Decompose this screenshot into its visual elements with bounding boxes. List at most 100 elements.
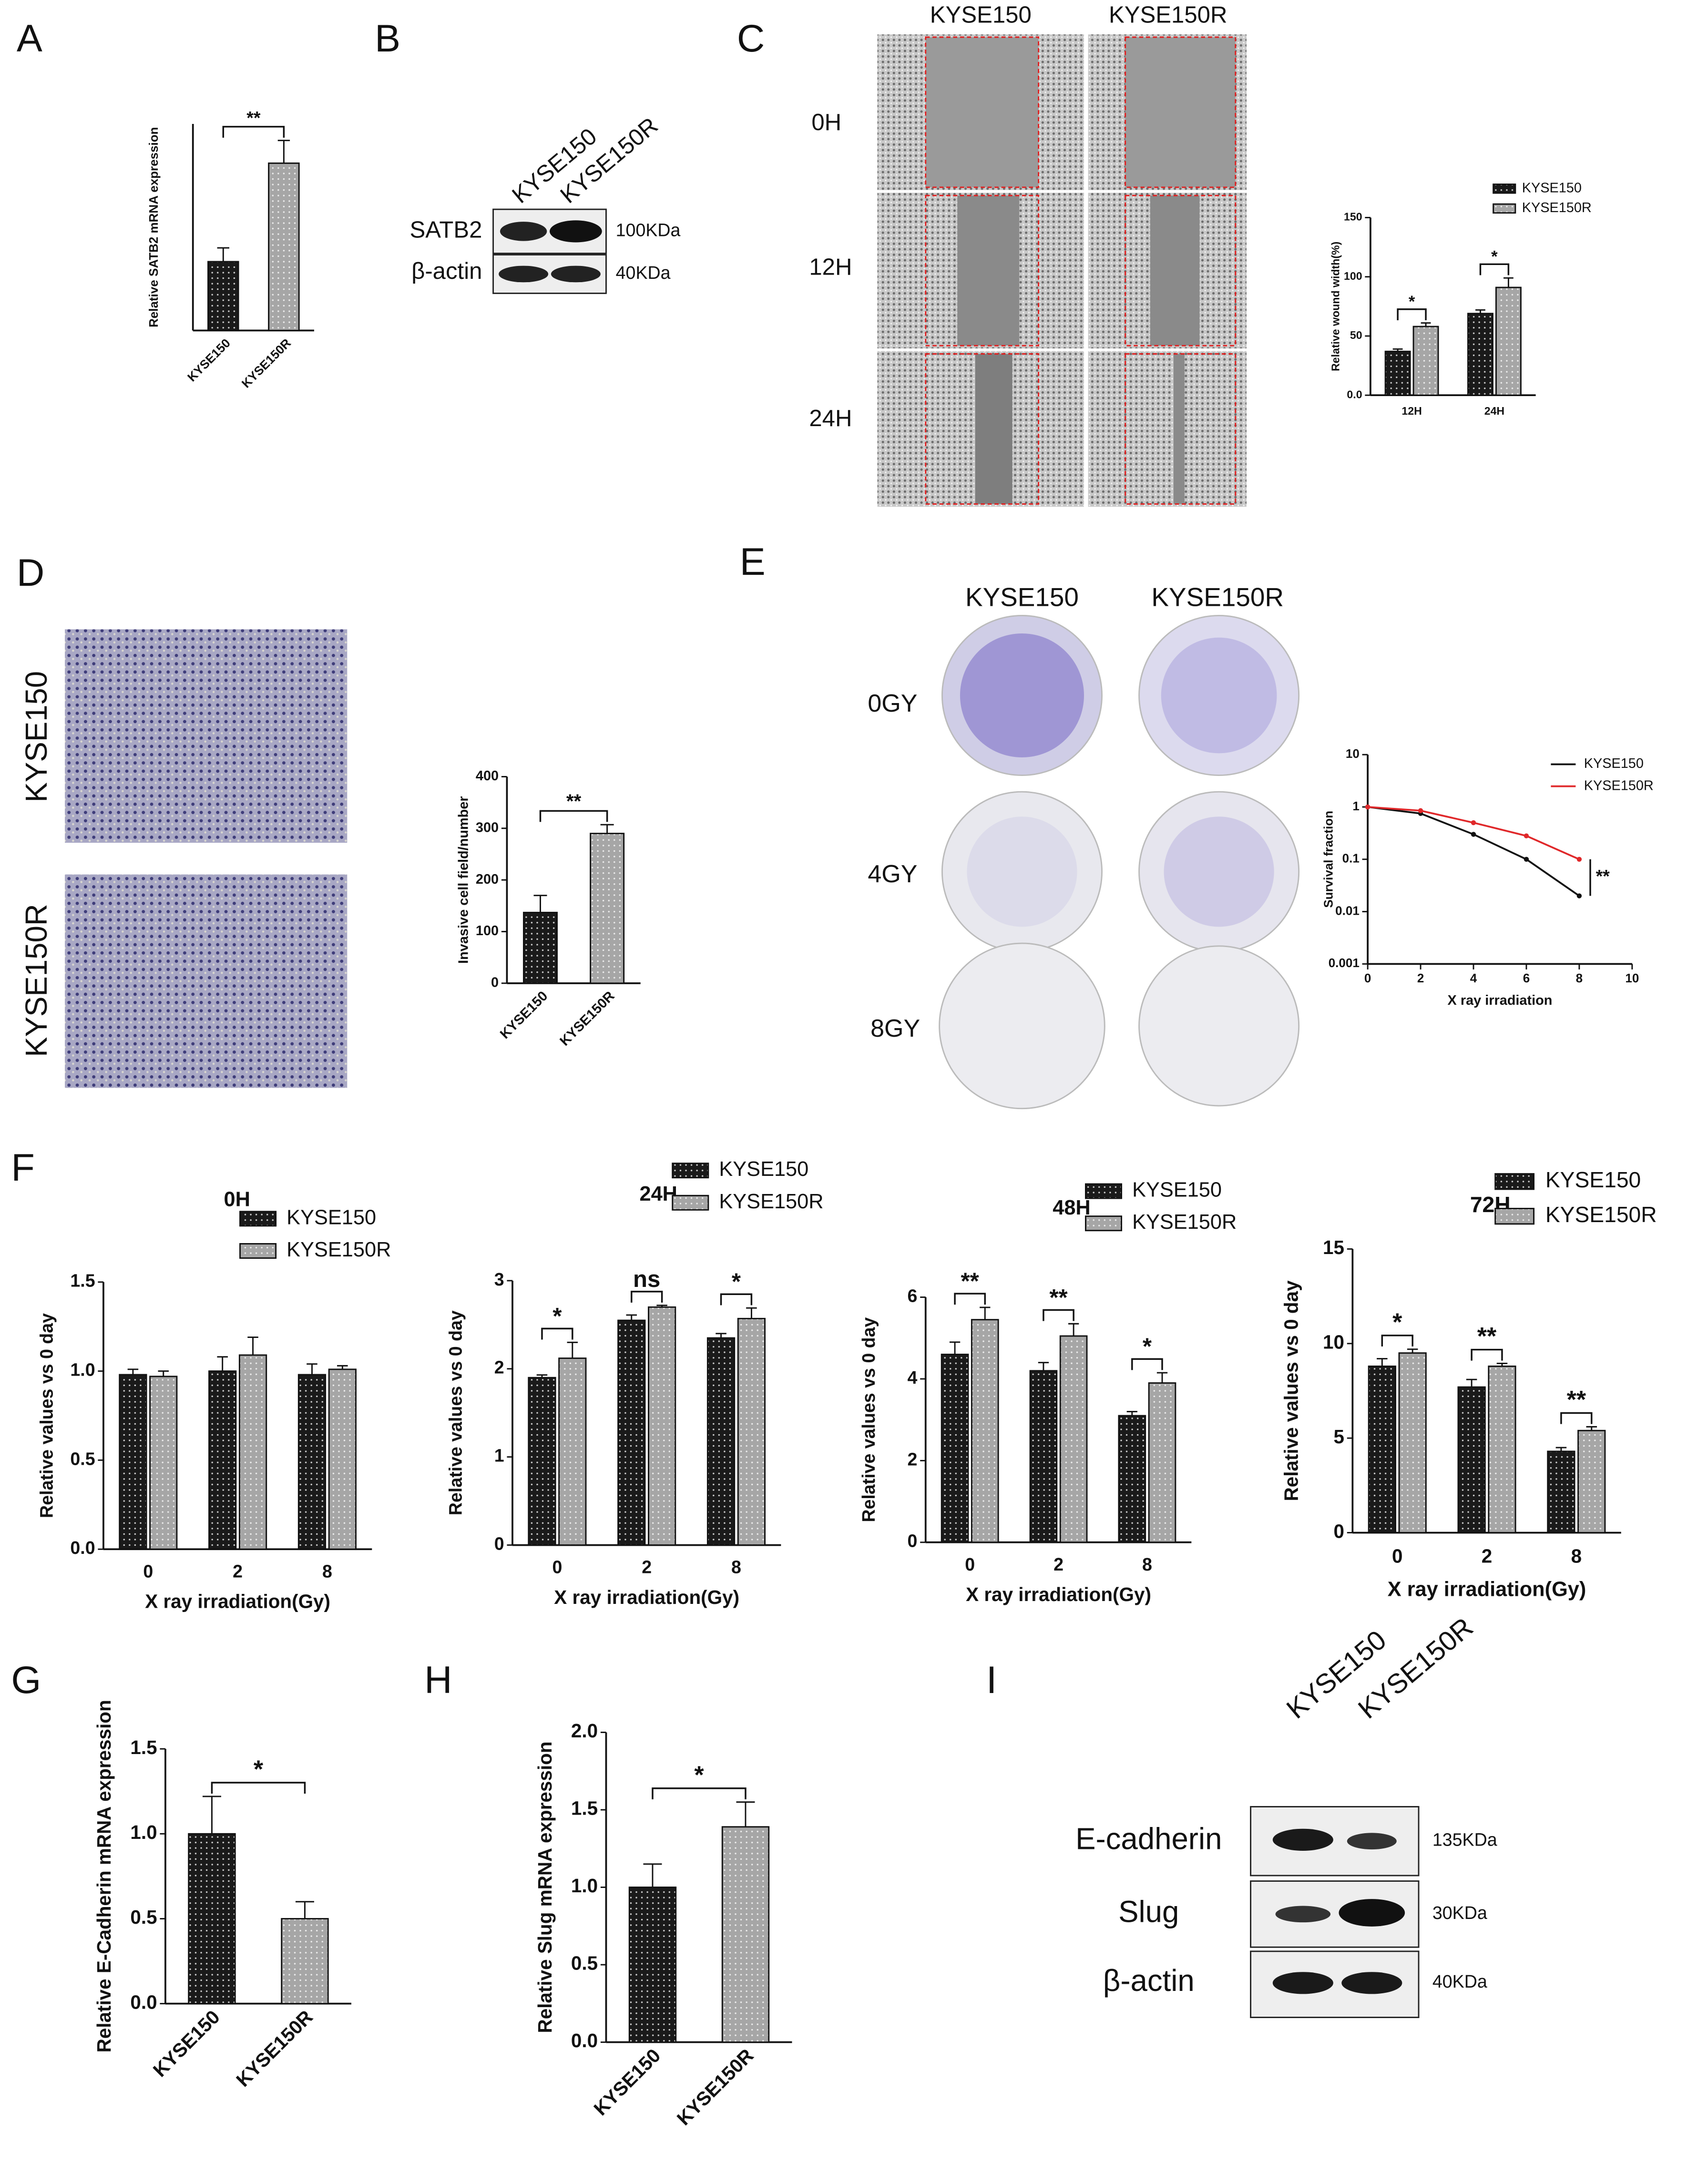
x-tick-label: 0 (965, 1554, 975, 1574)
bar (207, 261, 239, 331)
significance-bracket (1479, 263, 1510, 275)
transwell-image (65, 629, 348, 843)
bar (1467, 313, 1493, 396)
bar (1577, 1429, 1606, 1534)
y-tick-label: 1 (494, 1446, 504, 1466)
significance-label: ** (566, 790, 582, 812)
significance-label: ** (246, 108, 261, 128)
legend-label: KYSE150R (1584, 778, 1654, 793)
chart: Relative SATB2 mRNA expression KYSE150 KYS… (146, 108, 314, 391)
y-axis-label: Relative wound width(%) (1329, 242, 1341, 371)
error-bar (716, 1333, 726, 1338)
x-tick-label: 8 (1571, 1545, 1582, 1567)
chart: 0.0 0.5 1.0 1.5 Relative E-Cadherin mRNA exp… (93, 1700, 351, 2091)
y-tick-label: 4 (908, 1367, 918, 1388)
chart: 0.0 0.5 1.0 1.5 Relative values vs 0 day 0H 0 2… (36, 1188, 391, 1612)
error-bar (1466, 1378, 1477, 1388)
bar (149, 1376, 178, 1550)
legend-swatch (1493, 184, 1516, 194)
panel-letter: B (375, 17, 400, 60)
legend-label: KYSE150 (1545, 1167, 1641, 1192)
blot-band (1275, 1906, 1331, 1923)
x-tick-label: 8 (1576, 971, 1583, 985)
error-bar (295, 1901, 314, 1919)
error-bar (277, 140, 290, 163)
y-tick-label: 0 (491, 975, 499, 990)
error-bar (1555, 1447, 1567, 1451)
bar (119, 1374, 147, 1550)
y-tick-label: 0.001 (1329, 956, 1360, 970)
blot-band (499, 265, 549, 283)
error-bar (567, 1341, 578, 1358)
blot-band (550, 220, 602, 243)
blot-size: 40KDa (1432, 1971, 1487, 1991)
panel-letter: E (740, 541, 766, 583)
error-bar (1496, 1363, 1508, 1367)
significance-bracket (222, 126, 285, 138)
bar (721, 1826, 770, 2043)
bar (238, 1354, 267, 1550)
x-tick-label: 2 (1482, 1545, 1492, 1567)
y-axis-label: Survival fraction (1321, 811, 1335, 908)
y-tick-label: 1.5 (70, 1271, 95, 1291)
y-tick-label: 1.5 (571, 1797, 598, 1819)
significance-label: * (1491, 248, 1498, 266)
y-tick-label: 15 (1323, 1236, 1344, 1258)
y-tick-label: 2 (908, 1449, 918, 1469)
chart: 0.0 0.5 1.0 1.5 2.0 Relative Slug mRNA expres… (534, 1720, 792, 2130)
significance-bracket (1560, 1412, 1593, 1424)
image-row: KYSE150 (20, 671, 53, 803)
significance-bracket (1381, 1335, 1413, 1347)
significance-bracket (954, 1293, 986, 1305)
image-column: KYSE150 (965, 582, 1079, 612)
y-tick-label: 0 (1334, 1520, 1345, 1542)
x-tick-label: 2 (642, 1557, 652, 1577)
panel-letter: I (986, 1659, 997, 1702)
y-tick-label: 10 (1346, 746, 1360, 761)
y-tick-label: 1.5 (130, 1736, 157, 1758)
bar (297, 1374, 327, 1550)
significance-label: ** (1049, 1285, 1068, 1311)
bar (523, 911, 558, 984)
y-tick-label: 0 (908, 1531, 918, 1551)
error-bar (307, 1363, 317, 1375)
error-bar (1068, 1323, 1079, 1336)
error-bar (600, 824, 614, 834)
error-bar (656, 1305, 667, 1307)
panel-letter: A (17, 17, 42, 60)
bar (1029, 1370, 1058, 1543)
y-tick-label: 10 (1323, 1331, 1344, 1353)
legend-label: KYSE150 (719, 1158, 808, 1181)
panel-letter: D (17, 551, 44, 594)
blot-size: 30KDa (1432, 1903, 1487, 1923)
point (1365, 804, 1370, 810)
x-tick-label: KYSE150 (589, 2044, 665, 2120)
bar (737, 1317, 766, 1546)
legend-swatch (672, 1163, 709, 1179)
error-bar (626, 1314, 637, 1321)
y-tick-label: 50 (1350, 329, 1362, 341)
significance-label: * (1392, 1308, 1402, 1336)
x-tick-label: 2 (233, 1561, 243, 1581)
panel-letter: F (11, 1146, 34, 1189)
x-tick-label: KYSE150 (184, 336, 233, 384)
error-bar (536, 1374, 548, 1378)
legend-label: KYSE150R (1132, 1211, 1237, 1234)
y-tick-label: 0.0 (130, 1991, 157, 2013)
x-tick-label: 8 (322, 1561, 332, 1581)
significance-bracket (631, 1291, 663, 1303)
point (1418, 808, 1423, 813)
blot-band (551, 265, 601, 283)
x-tick-label: 8 (731, 1557, 741, 1577)
significance-label: ** (1567, 1386, 1586, 1414)
y-tick-label: 1.0 (130, 1821, 157, 1843)
point (1576, 893, 1582, 898)
y-tick-label: 1.0 (571, 1875, 598, 1897)
x-tick-label: 4 (1470, 971, 1477, 985)
colony-dishes (939, 614, 1300, 1110)
y-tick-label: 0 (494, 1533, 504, 1553)
legend-label: KYSE150R (1545, 1202, 1657, 1227)
panel-letter: G (11, 1659, 41, 1702)
point (1524, 857, 1529, 862)
